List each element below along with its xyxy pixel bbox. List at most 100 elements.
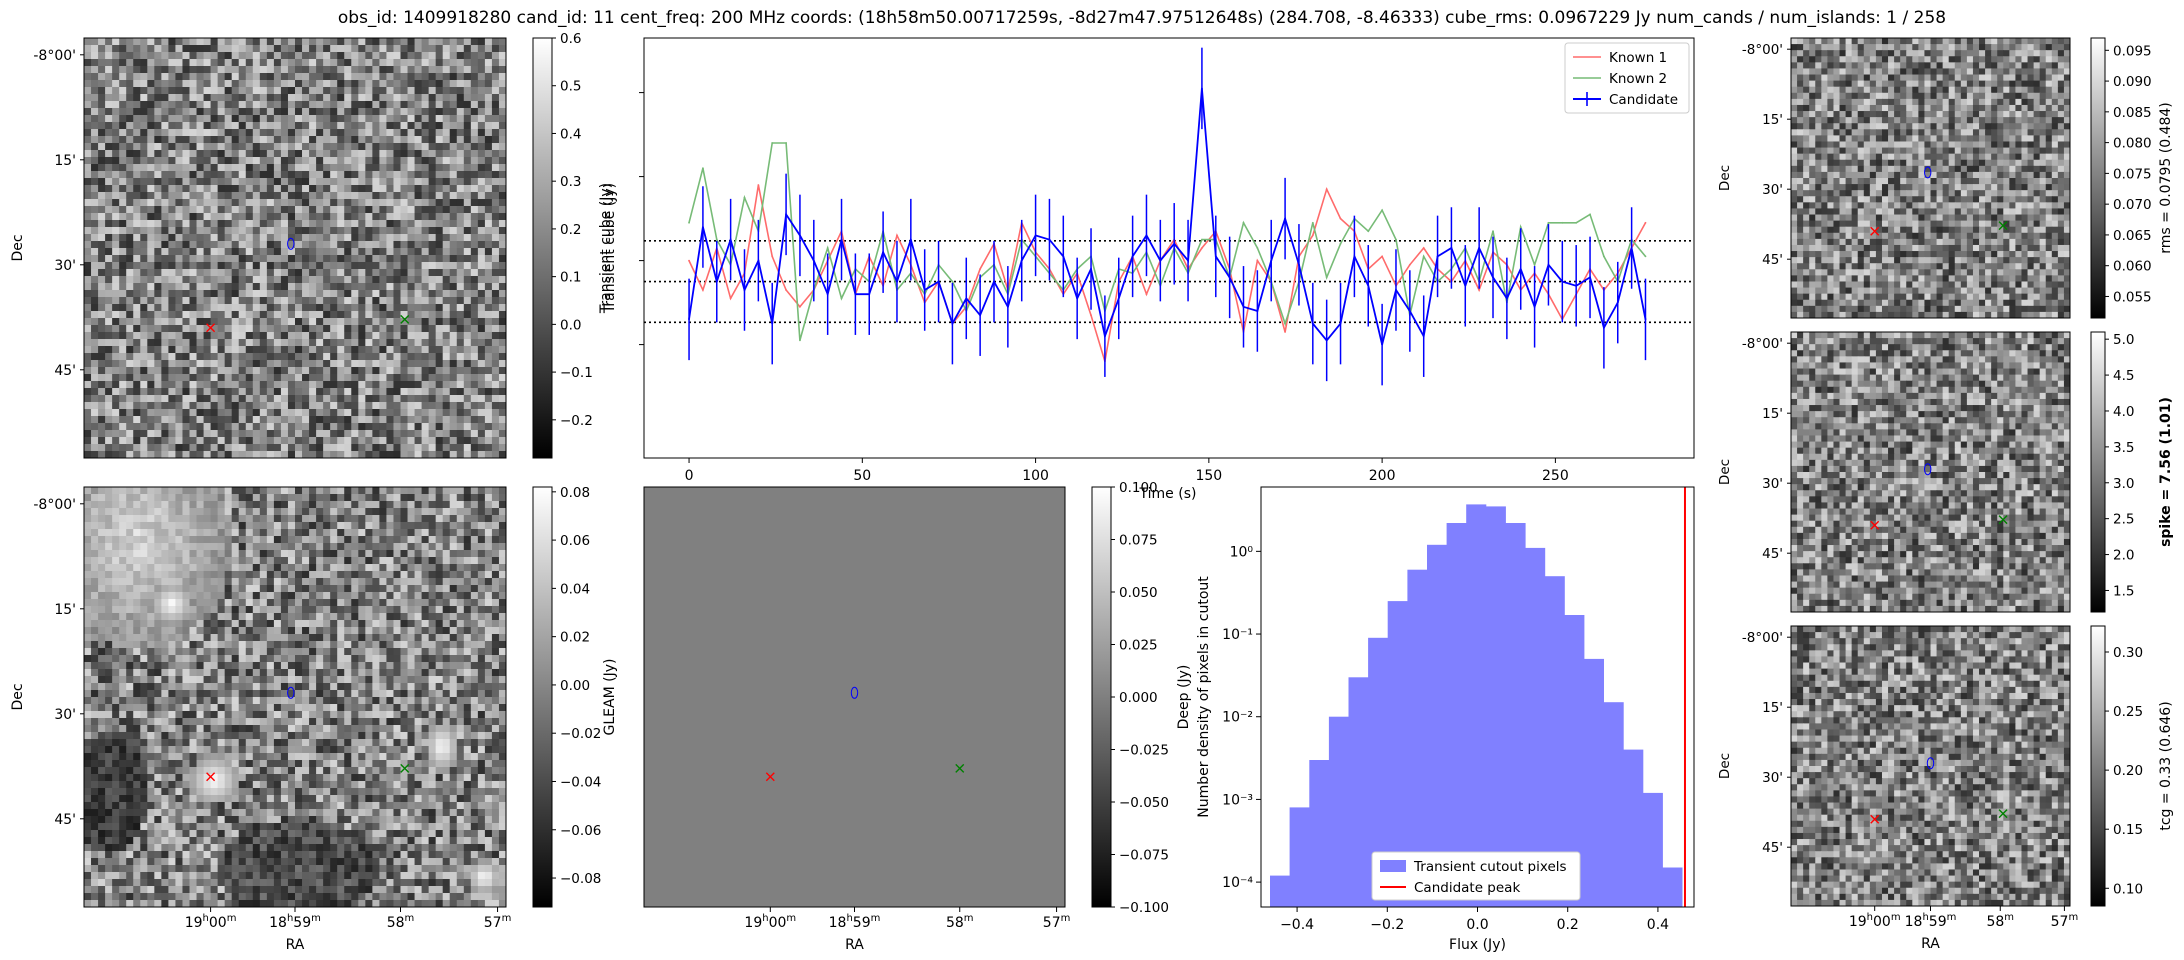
transient-pixel [231,136,240,144]
transient-pixel [393,360,402,368]
gleam-pixel [266,557,275,565]
gleam-pixel [470,571,479,579]
transient-pixel [252,45,261,53]
gleam-pixel [337,557,345,565]
transient-pixel [280,269,289,277]
transient-pixel [463,164,472,172]
transient-pixel [421,339,430,347]
transient-pixel [245,52,254,60]
transient-pixel [147,94,156,102]
gleam-pixel [182,487,191,495]
transient-pixel [175,444,184,452]
gleam-pixel [84,606,92,614]
gleam-pixel [140,494,148,502]
transient-pixel [407,332,416,340]
transient-pixel [323,444,331,452]
transient-pixel [379,381,388,389]
transient-pixel [238,94,247,102]
gleam-pixel [280,571,289,579]
gleam-pixel [330,620,338,628]
gleam-pixel [449,620,458,628]
transient-pixel [259,122,268,130]
transient-pixel [245,318,254,326]
transient-pixel [168,66,177,74]
transient-pixel [351,45,359,53]
transient-pixel [175,115,184,123]
gleam-pixel [428,550,437,558]
transient-pixel [126,269,134,277]
gleam-pixel [203,487,212,495]
transient-pixel [428,248,437,256]
transient-pixel [287,346,296,354]
transient-pixel [98,360,106,368]
gleam-pixel [414,585,423,593]
transient-pixel [428,325,437,333]
gleam-pixel [449,522,458,530]
transient-pixel [351,192,359,200]
transient-pixel [421,444,430,452]
transient-pixel [147,213,156,221]
transient-pixel [266,80,275,88]
gleam-pixel [280,634,289,642]
transient-pixel [470,332,479,340]
transient-pixel [217,108,226,116]
transient-pixel [224,150,233,158]
transient-pixel [203,430,212,438]
transient-pixel [435,290,444,298]
transient-pixel [470,430,479,438]
transient-pixel [280,423,289,431]
transient-pixel [273,388,282,396]
transient-pixel [470,374,479,382]
transient-pixel [126,80,134,88]
transient-pixel [112,73,120,81]
transient-pixel [259,248,268,256]
transient-pixel [435,52,444,60]
transient-pixel [175,269,184,277]
transient-pixel [259,178,268,186]
transient-pixel [105,234,113,242]
transient-pixel [393,234,402,242]
transient-pixel [133,381,141,389]
transient-pixel [91,150,99,158]
transient-pixel [449,38,458,46]
transient-pixel [112,276,120,284]
transient-pixel [98,325,106,333]
transient-pixel [252,108,261,116]
transient-pixel [210,304,219,312]
gleam-pixel [112,585,120,593]
transient-pixel [203,241,212,249]
transient-pixel [210,374,219,382]
transient-pixel [252,101,261,109]
transient-pixel [105,451,113,458]
transient-pixel [105,367,113,375]
transient-pixel [168,360,177,368]
transient-pixel [351,297,359,305]
transient-pixel [407,52,416,60]
gleam-pixel [161,606,170,614]
transient-pixel [280,353,289,361]
transient-pixel [456,101,465,109]
transient-pixel [414,248,423,256]
transient-pixel [337,94,345,102]
transient-pixel [189,297,198,305]
transient-pixel [498,206,506,214]
transient-pixel [168,283,177,291]
transient-pixel [98,94,106,102]
gleam-pixel [280,592,289,600]
transient-pixel [168,318,177,326]
transient-pixel [463,437,472,445]
gleam-pixel [484,599,493,607]
gleam-pixel [421,550,430,558]
transient-pixel [140,115,148,123]
transient-pixel [316,388,324,396]
transient-pixel [252,150,261,158]
gleam-pixel [449,634,458,642]
transient-pixel [133,122,141,130]
transient-pixel [309,45,317,53]
transient-pixel [393,430,402,438]
transient-pixel [91,199,99,207]
gleam-pixel [386,571,395,579]
transient-pixel [287,304,296,312]
transient-pixel [245,311,254,319]
transient-pixel [456,402,465,410]
